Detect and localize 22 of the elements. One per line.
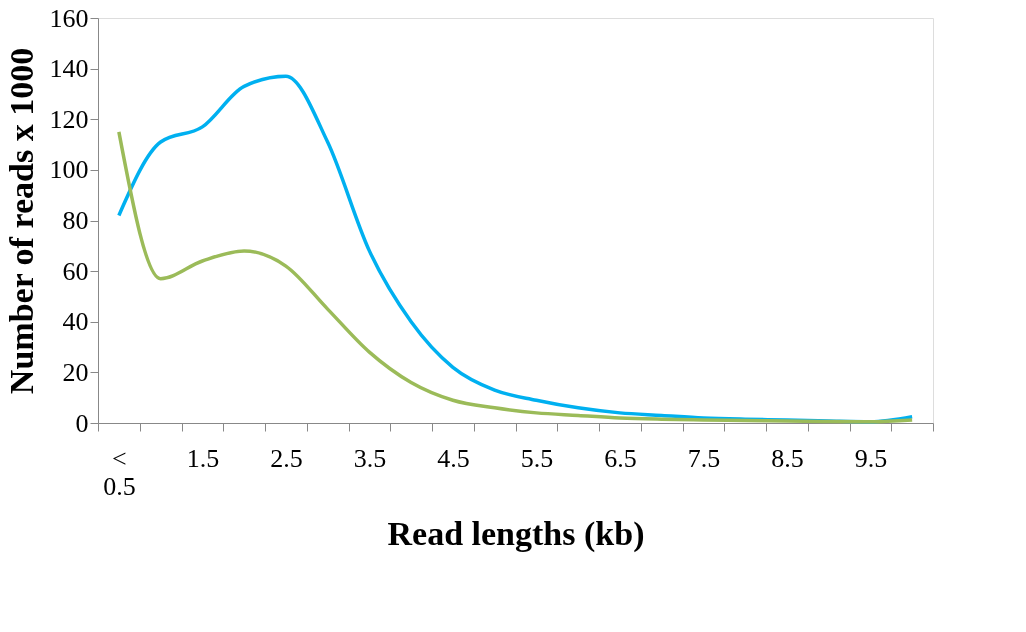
- y-tick-label: 160: [49, 3, 89, 33]
- y-tick-label: 60: [62, 256, 89, 286]
- x-tick-label: 6.5: [604, 443, 637, 473]
- x-axis-title: Read lengths (kb): [387, 514, 645, 553]
- x-tick-label: < 0.5: [103, 443, 136, 501]
- x-tick-label: 1.5: [186, 443, 220, 473]
- x-tick-label: 8.5: [771, 443, 804, 473]
- x-tick-label: 5.5: [520, 443, 554, 473]
- x-tick-label: 7.5: [687, 443, 721, 473]
- x-tick-label: 4.5: [437, 443, 470, 473]
- y-tick-label: 100: [49, 155, 89, 185]
- x-tick-label: 3.5: [353, 443, 387, 473]
- y-tick-label: 0: [75, 408, 89, 438]
- y-tick-label: 80: [62, 206, 89, 235]
- y-tick-label: 140: [49, 54, 89, 84]
- y-tick-label: 120: [49, 104, 89, 134]
- x-tick-label: 2.5: [270, 443, 303, 473]
- y-tick-label: 40: [62, 307, 89, 337]
- y-tick-label: 20: [62, 357, 89, 387]
- x-tick-label: 9.5: [854, 443, 888, 473]
- line-series: [117, 130, 914, 424]
- y-axis-title: Number of reads x 1000: [2, 47, 40, 395]
